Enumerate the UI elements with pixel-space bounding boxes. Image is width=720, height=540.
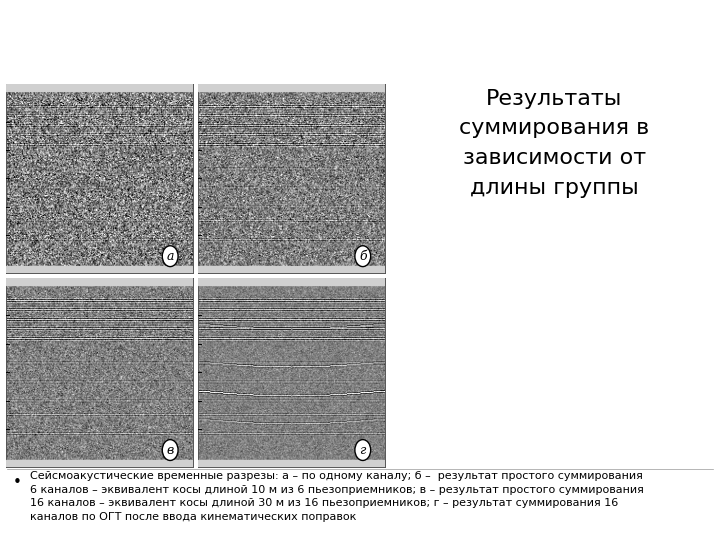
Text: Сейсмоакустические временные разрезы: а – по одному каналу; б –  результат прост: Сейсмоакустические временные разрезы: а …: [30, 471, 644, 522]
Text: б: б: [359, 249, 366, 262]
Circle shape: [355, 440, 371, 461]
Circle shape: [355, 246, 371, 267]
Circle shape: [162, 246, 178, 267]
Text: •: •: [13, 475, 22, 490]
Bar: [199, 278, 385, 285]
Bar: [6, 84, 193, 91]
Bar: [6, 266, 193, 273]
Bar: [6, 460, 193, 467]
Circle shape: [162, 440, 178, 461]
Bar: [199, 266, 385, 273]
Text: Результаты
суммирования в
зависимости от
длины группы: Результаты суммирования в зависимости от…: [459, 89, 649, 198]
Text: а: а: [166, 249, 174, 262]
Text: в: в: [166, 443, 174, 456]
Bar: [6, 278, 193, 285]
Text: г: г: [359, 443, 366, 456]
Bar: [199, 460, 385, 467]
Bar: [199, 84, 385, 91]
